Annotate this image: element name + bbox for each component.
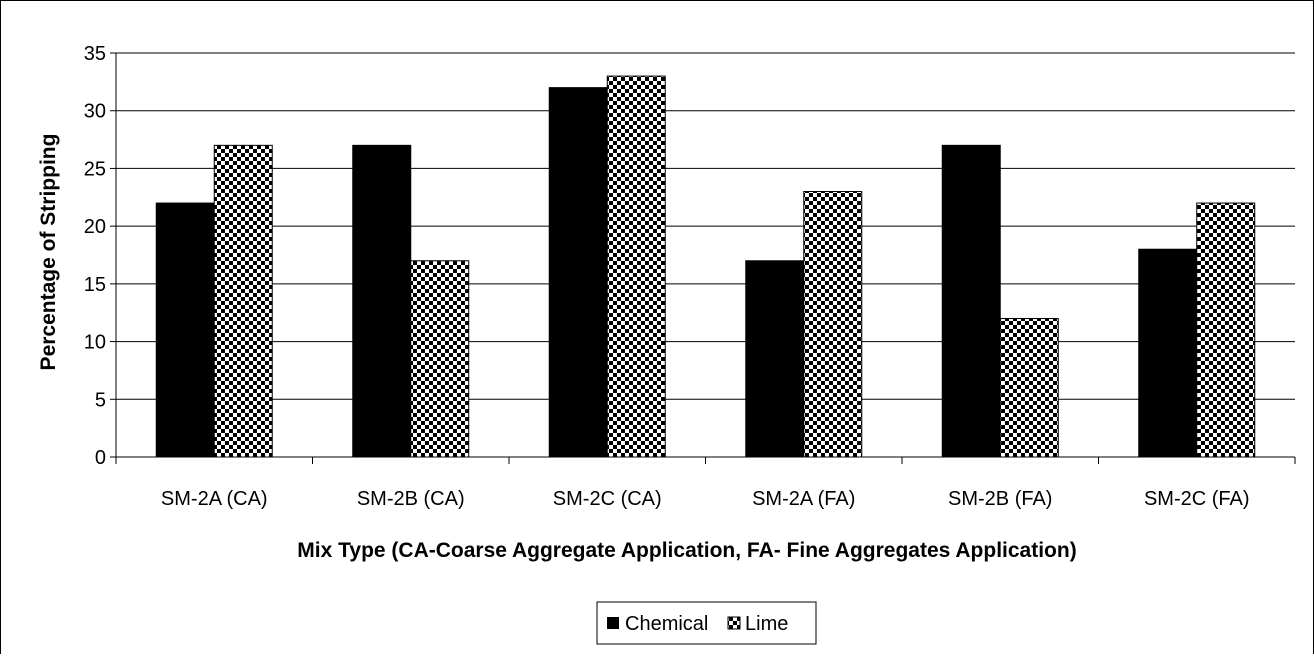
x-tick-label: SM-2A (FA) <box>752 488 855 510</box>
gridlines <box>116 52 1295 400</box>
bar-chemical <box>1138 248 1198 458</box>
legend-label-chemical: Chemical <box>625 613 708 635</box>
bar-lime <box>410 260 470 458</box>
y-tick-label: 20 <box>84 216 106 238</box>
legend-box <box>596 601 817 645</box>
bar-chemical <box>745 260 805 458</box>
bar-chemical <box>941 144 1001 458</box>
x-axis-title: Mix Type (CA-Coarse Aggregate Applicatio… <box>297 539 1076 562</box>
bar-chemical <box>352 144 412 458</box>
bar-lime <box>999 317 1059 458</box>
x-tick-label: SM-2B (CA) <box>357 488 465 510</box>
y-tick-label: 15 <box>84 274 106 296</box>
tick-labels: 0 5 10 15 20 25 30 35 SM-2A (CA) SM-2B (CA) SM-2C … <box>84 43 1250 510</box>
bar-lime <box>803 191 863 458</box>
legend-swatch-chemical <box>607 617 619 629</box>
bar-chemical <box>155 202 215 458</box>
y-tick-label: 25 <box>84 158 106 180</box>
y-tick-label: 10 <box>84 332 106 354</box>
bar-lime <box>1196 202 1256 458</box>
x-tick-label: SM-2C (CA) <box>553 488 662 510</box>
legend-label-lime: Lime <box>745 613 788 635</box>
y-tick-label: 5 <box>95 389 106 411</box>
y-tick-label: 30 <box>84 101 106 123</box>
x-tick-label: SM-2C (FA) <box>1144 488 1250 510</box>
y-tick-label: 35 <box>84 43 106 65</box>
y-axis-title: Percentage of Stripping <box>37 134 60 371</box>
bars <box>155 75 1256 458</box>
legend: Chemical Lime <box>596 601 817 645</box>
x-tick-label: SM-2B (FA) <box>948 488 1052 510</box>
axes <box>110 52 1296 464</box>
x-tick-label: SM-2A (CA) <box>161 488 268 510</box>
bar-chemical <box>548 87 608 458</box>
bar-lime <box>606 75 666 458</box>
legend-swatch-lime <box>727 616 741 630</box>
y-tick-label: 0 <box>95 447 106 469</box>
bar-lime <box>213 144 273 458</box>
